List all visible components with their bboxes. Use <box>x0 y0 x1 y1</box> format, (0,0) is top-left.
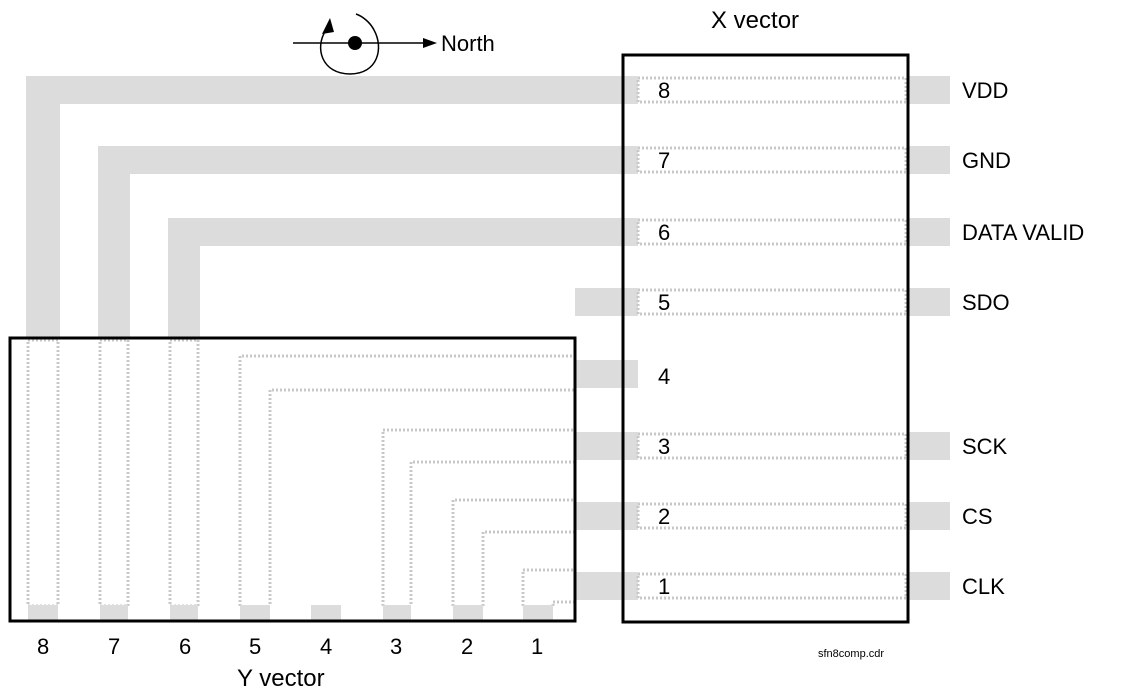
y-vector-title: Y vector <box>237 665 325 692</box>
x-pin-label: 2 <box>658 504 670 529</box>
y-pin-label: 6 <box>179 634 191 659</box>
rotation-arrowhead-icon <box>322 18 334 34</box>
x-stub-left-5 <box>575 288 638 316</box>
y-pad-8 <box>28 605 58 620</box>
y-vector-outline <box>8 336 577 623</box>
x-pin-label: 3 <box>658 434 670 459</box>
routed-traces <box>26 76 638 388</box>
trace-8-horizontal <box>26 76 638 104</box>
signal-label-cs: CS <box>962 504 993 529</box>
x-pin-label: 7 <box>658 148 670 173</box>
trace-7-horizontal <box>98 146 638 174</box>
signal-pad-clk <box>908 572 950 600</box>
y-pads <box>28 605 553 620</box>
signal-pad-cs <box>908 502 950 530</box>
y-pin-label: 2 <box>461 634 473 659</box>
signal-label-sdo: SDO <box>962 290 1010 315</box>
x-pin-label: 1 <box>658 574 670 599</box>
x-pin-labels: 8 7 6 5 4 3 2 1 <box>658 78 670 599</box>
x-dotted-windings <box>636 76 908 600</box>
y-dotted-windings <box>26 338 577 608</box>
trace-7-vertical <box>98 146 130 338</box>
trace-6-vertical <box>168 218 200 338</box>
north-label: North <box>441 31 495 56</box>
x-stub-left-1 <box>575 572 638 600</box>
y-pin-label: 7 <box>108 634 120 659</box>
x-stub-left-8 <box>624 76 638 104</box>
y-pin-label: 5 <box>249 634 261 659</box>
signal-pad-data-valid <box>908 218 950 246</box>
signal-pad-vdd <box>908 76 950 104</box>
signal-pad-gnd <box>908 146 950 174</box>
rotation-arc-icon <box>319 13 380 75</box>
x-vector-outline <box>621 53 910 624</box>
signal-label-sck: SCK <box>962 434 1008 459</box>
signal-label-data-valid: DATA VALID <box>962 220 1084 245</box>
north-arrow-icon <box>423 38 437 48</box>
y-pin-labels: 8 7 6 5 4 3 2 1 <box>37 634 543 659</box>
trace-4-horizontal <box>575 360 638 388</box>
y-pad-3 <box>383 605 411 620</box>
x-pin-label: 4 <box>658 364 670 389</box>
x-stub-left-2 <box>575 502 638 530</box>
y-pin-label: 4 <box>320 634 332 659</box>
trace-6-horizontal <box>168 218 638 246</box>
y-pad-2 <box>453 605 483 620</box>
x-stub-left-3 <box>575 432 638 460</box>
signal-pad-sck <box>908 432 950 460</box>
x-stub-left-6 <box>624 218 638 246</box>
x-pin-label: 5 <box>658 290 670 315</box>
signal-labels: VDD GND DATA VALID SDO SCK CS CLK <box>962 78 1084 599</box>
footer-filename: sfn8comp.cdr <box>818 648 884 660</box>
y-pad-7 <box>100 605 128 620</box>
signal-label-gnd: GND <box>962 148 1011 173</box>
y-pin-label: 8 <box>37 634 49 659</box>
signal-pad-sdo <box>908 288 950 316</box>
north-symbol <box>293 13 437 75</box>
y-pad-1 <box>523 605 553 620</box>
magnet-dot-icon <box>348 36 362 50</box>
signal-label-clk: CLK <box>962 574 1005 599</box>
x-pin-label: 8 <box>658 78 670 103</box>
y-pad-6 <box>170 605 198 620</box>
signal-label-vdd: VDD <box>962 78 1008 103</box>
y-pad-5 <box>240 605 270 620</box>
x-vector-title: X vector <box>711 7 799 34</box>
y-pin-label: 1 <box>531 634 543 659</box>
x-stub-left-7 <box>624 146 638 174</box>
x-pin-label: 6 <box>658 220 670 245</box>
y-pin-label: 3 <box>390 634 402 659</box>
y-pad-4 <box>311 605 341 620</box>
trace-8-vertical <box>26 76 60 338</box>
x-stubs <box>575 76 950 600</box>
